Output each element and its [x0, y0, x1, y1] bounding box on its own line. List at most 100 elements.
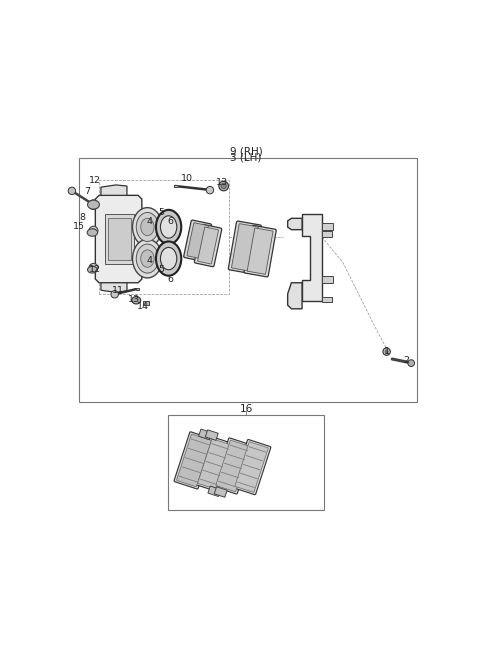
FancyArrow shape	[230, 445, 248, 451]
Polygon shape	[302, 214, 322, 301]
FancyArrow shape	[185, 457, 203, 464]
Bar	[214, 487, 227, 497]
Bar	[199, 429, 212, 439]
FancyArrow shape	[200, 479, 217, 484]
FancyArrow shape	[237, 482, 254, 488]
FancyArrow shape	[240, 473, 257, 479]
Bar	[168, 415, 324, 510]
FancyArrow shape	[227, 454, 245, 460]
Ellipse shape	[136, 213, 158, 241]
Ellipse shape	[132, 207, 162, 246]
Text: 1: 1	[384, 347, 390, 356]
FancyArrow shape	[243, 464, 260, 470]
Bar	[205, 430, 218, 440]
Circle shape	[111, 291, 119, 298]
Text: 9 (RH): 9 (RH)	[229, 147, 263, 156]
Bar	[174, 185, 178, 187]
FancyBboxPatch shape	[216, 440, 250, 492]
Polygon shape	[96, 196, 142, 283]
FancyBboxPatch shape	[244, 226, 276, 277]
FancyArrow shape	[203, 470, 220, 476]
FancyBboxPatch shape	[177, 434, 211, 486]
Circle shape	[89, 200, 98, 209]
Bar	[105, 214, 134, 264]
Ellipse shape	[87, 267, 97, 273]
Polygon shape	[288, 218, 302, 230]
Bar	[108, 218, 131, 259]
FancyBboxPatch shape	[194, 224, 222, 267]
Bar	[135, 288, 139, 290]
Text: 7: 7	[84, 187, 90, 196]
Text: 6: 6	[168, 217, 174, 226]
Circle shape	[89, 263, 98, 273]
Ellipse shape	[141, 218, 154, 235]
Text: 11: 11	[112, 286, 124, 295]
FancyArrow shape	[218, 481, 236, 487]
Bar	[322, 297, 332, 302]
Text: 6: 6	[168, 274, 174, 284]
Ellipse shape	[136, 244, 158, 273]
FancyBboxPatch shape	[198, 227, 218, 264]
Text: 8: 8	[79, 213, 85, 222]
FancyBboxPatch shape	[184, 220, 212, 261]
FancyArrow shape	[209, 452, 226, 458]
FancyBboxPatch shape	[247, 228, 273, 274]
Circle shape	[408, 360, 415, 366]
FancyBboxPatch shape	[232, 439, 271, 495]
FancyBboxPatch shape	[198, 439, 231, 490]
Ellipse shape	[132, 239, 162, 278]
Text: 12: 12	[89, 265, 101, 274]
Circle shape	[385, 350, 388, 353]
FancyBboxPatch shape	[213, 438, 252, 494]
Text: 13: 13	[128, 295, 141, 304]
Ellipse shape	[87, 229, 97, 236]
Bar	[143, 301, 149, 305]
Ellipse shape	[156, 241, 181, 276]
FancyBboxPatch shape	[187, 223, 208, 259]
Polygon shape	[101, 185, 127, 196]
Text: 12: 12	[89, 176, 101, 185]
FancyArrow shape	[246, 455, 263, 461]
Circle shape	[221, 183, 226, 188]
Ellipse shape	[141, 250, 154, 267]
Polygon shape	[288, 283, 302, 309]
Bar	[322, 276, 333, 283]
FancyBboxPatch shape	[195, 437, 234, 492]
Text: 5: 5	[158, 207, 164, 216]
Text: 15: 15	[72, 222, 84, 231]
FancyBboxPatch shape	[228, 221, 262, 274]
Bar	[322, 223, 333, 230]
Text: 16: 16	[240, 404, 252, 414]
Text: 5: 5	[158, 265, 164, 274]
Ellipse shape	[87, 200, 99, 209]
Bar	[208, 486, 221, 497]
Circle shape	[206, 186, 214, 194]
FancyArrow shape	[221, 472, 239, 478]
FancyBboxPatch shape	[235, 442, 268, 492]
FancyArrow shape	[224, 463, 242, 469]
Bar	[322, 231, 332, 237]
Polygon shape	[101, 283, 127, 293]
FancyBboxPatch shape	[174, 432, 214, 489]
Circle shape	[91, 202, 96, 207]
FancyArrow shape	[188, 448, 206, 454]
Text: 3 (LH): 3 (LH)	[230, 153, 262, 162]
Circle shape	[92, 229, 96, 233]
FancyArrow shape	[182, 467, 200, 473]
FancyArrow shape	[206, 461, 223, 467]
Circle shape	[92, 266, 96, 270]
Text: 14: 14	[137, 303, 149, 312]
Ellipse shape	[132, 297, 141, 304]
Circle shape	[89, 226, 98, 235]
Text: 4: 4	[146, 256, 152, 265]
FancyArrow shape	[179, 476, 197, 482]
Circle shape	[68, 187, 76, 194]
FancyArrow shape	[212, 443, 228, 449]
FancyArrow shape	[191, 439, 209, 445]
Ellipse shape	[160, 216, 177, 238]
Ellipse shape	[160, 247, 177, 270]
Circle shape	[383, 348, 390, 355]
Text: 13: 13	[216, 178, 228, 187]
Text: 4: 4	[146, 217, 152, 226]
Text: 2: 2	[403, 357, 409, 365]
